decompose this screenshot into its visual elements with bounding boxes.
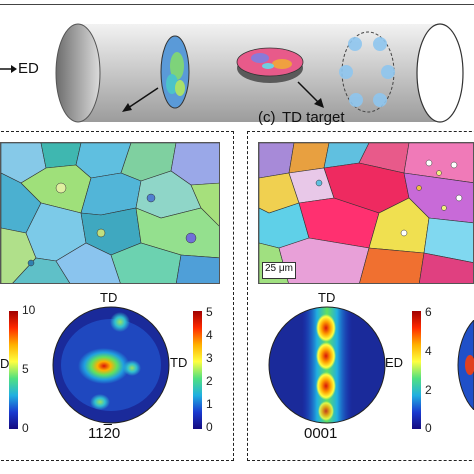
- left-plane-index: 1120: [88, 425, 121, 442]
- right-panel-frame: [247, 131, 474, 461]
- right-pole-figure: [268, 306, 386, 424]
- right-colorbar-tick-0: 0: [425, 421, 432, 435]
- right-pole-label-top: TD: [318, 290, 336, 305]
- panel-c-title: TD target: [282, 109, 345, 126]
- arrow-to-left-panel: [127, 87, 159, 109]
- left-colorbar-inner: [193, 311, 202, 429]
- left-pole-label-top: TD: [100, 290, 118, 305]
- td-target-disk: [236, 47, 304, 77]
- arrow-to-right-panel: [297, 81, 319, 103]
- right-pole-label-right: ED: [385, 355, 404, 370]
- left-colorbar-inner-tick-1: 1: [206, 397, 213, 411]
- scale-bar-box: [262, 262, 296, 279]
- left-colorbar-outer-tick-5: 5: [22, 362, 29, 376]
- left-colorbar-outer-tick-0: 0: [22, 421, 29, 435]
- left-colorbar-inner-tick-2: 2: [206, 374, 213, 388]
- right-plane-index: 0001: [304, 425, 338, 442]
- right-colorbar-tick-2: 2: [425, 383, 432, 397]
- left-colorbar-inner-tick-3: 3: [206, 351, 213, 365]
- cylinder-right-cap: [416, 23, 464, 123]
- left-colorbar-inner-tick-4: 4: [206, 328, 213, 342]
- ed-arrow-head: [11, 65, 17, 73]
- ed-direction-label: ED: [18, 60, 39, 77]
- left-panel-frame: [0, 131, 234, 461]
- left-colorbar-outer-tick-10: 10: [22, 303, 36, 317]
- panel-c-label: (c): [258, 109, 276, 126]
- left-colorbar-outer: [9, 311, 18, 429]
- sample-cylinder-schematic: [0, 23, 464, 123]
- left-grain-map-svg: [1, 143, 219, 283]
- cylinder-left-cap: [55, 23, 101, 123]
- right-colorbar-tick-6: 6: [425, 305, 432, 319]
- left-colorbar-inner-tick-5: 5: [206, 305, 213, 319]
- left-pole-label-left: D: [0, 356, 10, 371]
- partial-pole-figure-edge: [457, 320, 474, 410]
- right-colorbar: [412, 311, 421, 429]
- left-colorbar-inner-tick-0: 0: [206, 420, 213, 434]
- top-border-line: [0, 4, 474, 5]
- scale-bar-label: 25 μm: [265, 263, 293, 274]
- left-pole-figure: [52, 306, 170, 424]
- left-ebsd-map: [0, 142, 220, 284]
- right-colorbar-tick-4: 4: [425, 344, 432, 358]
- left-pole-label-right: TD: [170, 355, 188, 370]
